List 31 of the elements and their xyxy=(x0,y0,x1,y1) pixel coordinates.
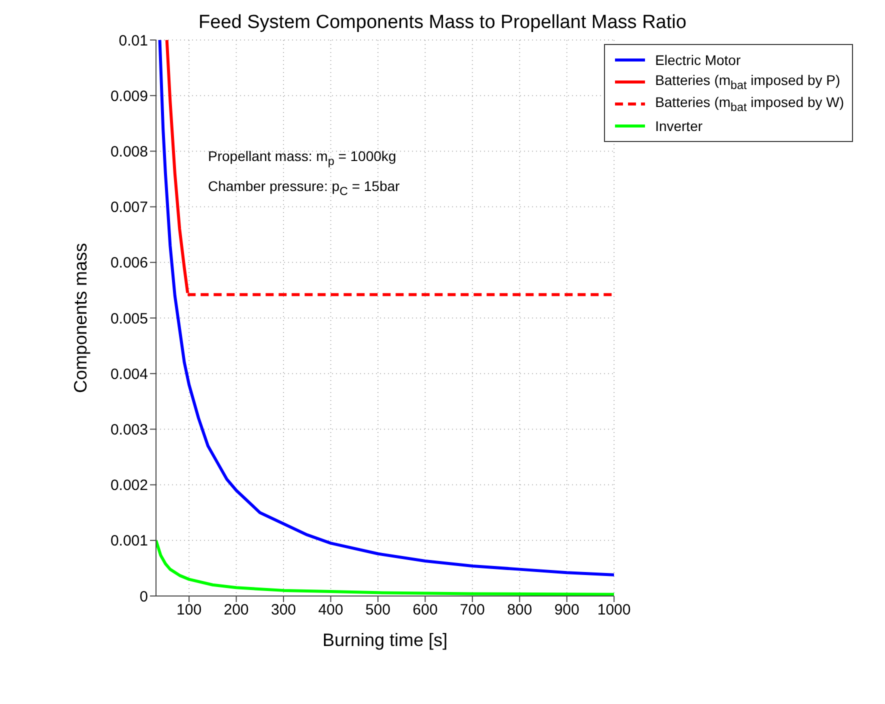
chart-title: Feed System Components Mass to Propellant Mass Ratio xyxy=(198,12,688,34)
legend-label: Electric Motor xyxy=(655,52,741,68)
y-tick-label: 0.001 xyxy=(110,532,148,550)
line-series xyxy=(158,40,614,576)
y-tick-label: 0.002 xyxy=(110,477,148,494)
x-tick-label: 300 xyxy=(270,602,296,619)
y-tick-label: 0 xyxy=(140,588,148,606)
y-tick-label: 0.006 xyxy=(110,254,148,272)
y-tick-label: 0.008 xyxy=(110,144,148,161)
x-axis-title: Burning time [s] xyxy=(322,630,448,650)
x-tick-label: 500 xyxy=(365,602,390,619)
legend-label: Batteries (m$_{bat}$ imposed by W) xyxy=(655,94,844,114)
legend-label: Batteries (m$_{bat}$ imposed by P) xyxy=(655,72,840,92)
y-axis-title: Components mass xyxy=(70,242,90,394)
y-tick-label: 0.004 xyxy=(110,366,148,383)
y-tick-label: 0.01 xyxy=(118,32,148,50)
annotation: Propellant mass: m$_{p}$ = 1000kg xyxy=(208,148,396,168)
x-tick-label: 100 xyxy=(176,602,202,619)
x-tick-label: 1000 xyxy=(597,602,631,619)
annotation: Chamber pressure: p$_{C}$ = 15bar xyxy=(208,178,400,198)
y-tick-label: 0.005 xyxy=(110,310,148,328)
y-tick-label: 0.003 xyxy=(110,422,148,439)
x-tick-label: 900 xyxy=(554,602,580,619)
y-tick-label: 0.009 xyxy=(110,88,148,105)
legend-label: Inverter xyxy=(655,118,703,134)
x-tick-label: 400 xyxy=(318,602,344,619)
x-tick-label: 600 xyxy=(412,602,438,619)
y-tick-label: 0.007 xyxy=(110,199,148,216)
x-tick-label: 800 xyxy=(507,602,532,619)
x-tick-label: 200 xyxy=(224,602,249,619)
x-tick-label: 700 xyxy=(460,602,485,619)
